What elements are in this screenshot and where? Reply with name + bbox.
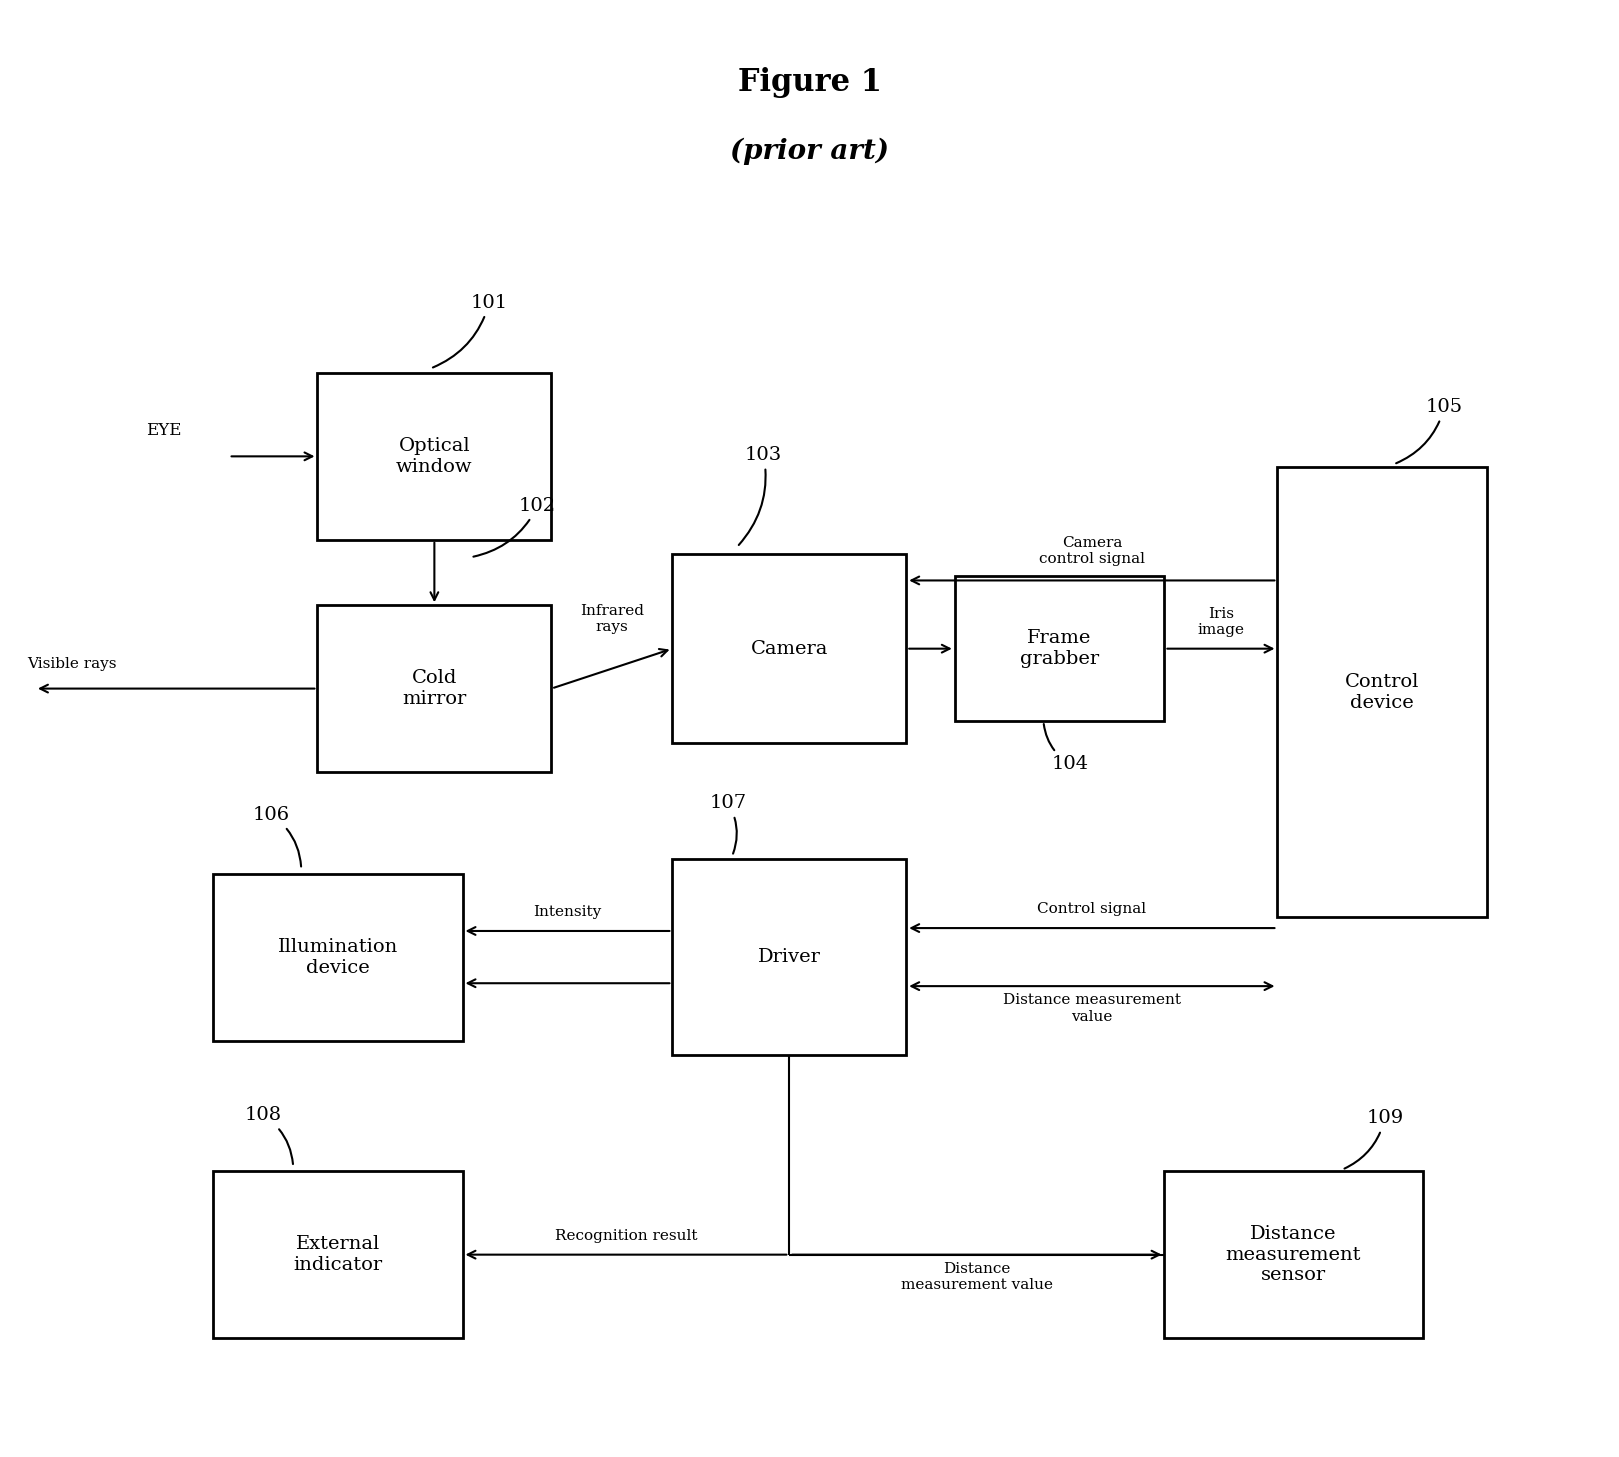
Bar: [1277, 468, 1488, 918]
Text: 108: 108: [244, 1106, 293, 1164]
Bar: [672, 860, 907, 1055]
Text: 109: 109: [1344, 1109, 1404, 1169]
Text: Recognition result: Recognition result: [555, 1230, 698, 1243]
Text: Driver: Driver: [758, 949, 821, 966]
Text: 106: 106: [253, 806, 301, 867]
Text: External
indicator: External indicator: [293, 1236, 382, 1273]
Text: EYE: EYE: [146, 423, 181, 439]
Text: Control
device: Control device: [1345, 673, 1420, 711]
Text: Camera: Camera: [751, 640, 827, 657]
Text: 101: 101: [432, 293, 508, 367]
Text: (prior art): (prior art): [730, 137, 889, 165]
Bar: [672, 554, 907, 743]
Text: Iris
image: Iris image: [1198, 608, 1245, 637]
Text: Camera
control signal: Camera control signal: [1039, 536, 1145, 565]
Text: Figure 1: Figure 1: [738, 67, 881, 98]
Text: Control signal: Control signal: [1038, 902, 1146, 916]
Text: Distance
measurement value: Distance measurement value: [900, 1262, 1052, 1292]
Text: Distance measurement
value: Distance measurement value: [1002, 994, 1180, 1024]
Bar: [212, 874, 463, 1040]
Text: Illumination
device: Illumination device: [277, 938, 398, 976]
Bar: [955, 576, 1164, 721]
Text: 105: 105: [1396, 398, 1464, 463]
Text: Distance
measurement
sensor: Distance measurement sensor: [1226, 1225, 1362, 1285]
Text: Infrared
rays: Infrared rays: [580, 605, 644, 634]
Text: 103: 103: [738, 446, 782, 545]
Bar: [1164, 1171, 1423, 1338]
Text: Cold
mirror: Cold mirror: [402, 669, 466, 708]
Bar: [317, 605, 552, 772]
Text: 104: 104: [1044, 724, 1088, 774]
Text: 107: 107: [709, 794, 746, 854]
Text: Frame
grabber: Frame grabber: [1020, 629, 1099, 669]
Bar: [212, 1171, 463, 1338]
Text: Intensity: Intensity: [533, 905, 602, 919]
Text: 102: 102: [473, 497, 557, 557]
Text: Optical
window: Optical window: [397, 437, 473, 476]
Bar: [317, 373, 552, 539]
Text: Visible rays: Visible rays: [28, 657, 117, 672]
